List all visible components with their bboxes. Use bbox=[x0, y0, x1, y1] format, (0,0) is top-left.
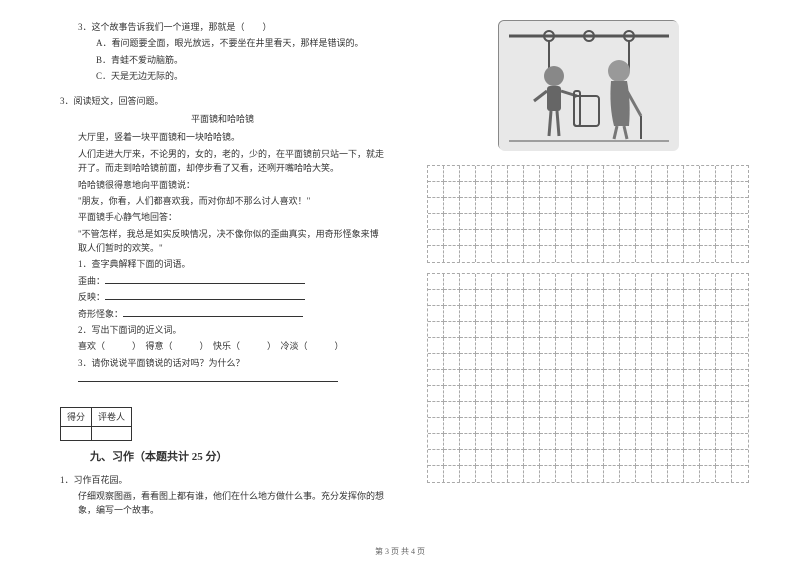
illustration-bus-scene bbox=[498, 20, 678, 150]
word2: 反映： bbox=[60, 290, 385, 304]
passage-p2: 人们走进大厅来，不论男的，女的，老的，少的，在平面镜前只站一下，就走开了。而走到… bbox=[60, 147, 385, 176]
reading-header: 3．阅读短文，回答问题。 bbox=[60, 94, 385, 108]
q3-option-a: A．看问题要全面，眼光放远，不要坐在井里看天，那样是错误的。 bbox=[60, 36, 385, 50]
passage-p4: "朋友，你看，人们都喜欢我，而对你却不那么讨人喜欢！" bbox=[60, 194, 385, 208]
section-header: 得分 评卷人 bbox=[60, 407, 385, 441]
sub-q1: 1．查字典解释下面的词语。 bbox=[60, 257, 385, 271]
writing-grid-top bbox=[427, 165, 749, 263]
left-column: 3．这个故事告诉我们一个道理，那就是（ ） A．看问题要全面，眼光放远，不要坐在… bbox=[0, 0, 400, 565]
word3: 奇形怪象： bbox=[60, 307, 385, 321]
score-label: 得分 bbox=[61, 407, 92, 426]
page-footer: 第 3 页 共 4 页 bbox=[0, 546, 800, 557]
passage-p3: 哈哈镜很得意地向平面镜说： bbox=[60, 178, 385, 192]
composition-body: 仔细观察图画，看看图上都有谁，他们在什么地方做什么事。充分发挥你的想象，编写一个… bbox=[60, 489, 385, 518]
bus-scene-svg bbox=[499, 21, 679, 151]
right-column bbox=[400, 0, 800, 565]
passage-p1: 大厅里，竖着一块平面镜和一块哈哈镜。 bbox=[60, 130, 385, 144]
q3-option-c: C．天是无边无际的。 bbox=[60, 69, 385, 83]
reviewer-label: 评卷人 bbox=[92, 407, 132, 426]
q3-option-b: B．青蛙不爱动脑筋。 bbox=[60, 53, 385, 67]
writing-grid-bottom bbox=[427, 273, 749, 483]
passage-p5: 平面镜手心静气地回答： bbox=[60, 210, 385, 224]
q3-main: 3．这个故事告诉我们一个道理，那就是（ ） bbox=[60, 20, 385, 34]
section-nine-title: 九、习作（本题共计 25 分） bbox=[90, 449, 385, 467]
score-box: 得分 评卷人 bbox=[60, 407, 132, 441]
passage-p6: "不管怎样，我总是如实反映情况，决不像你似的歪曲真实，用奇形怪象来博取人们暂时的… bbox=[60, 227, 385, 256]
sub-q3: 3．请你说说平面镜说的话对吗？为什么？ bbox=[60, 356, 385, 370]
passage-title: 平面镜和哈哈镜 bbox=[60, 112, 385, 126]
word1: 歪曲： bbox=[60, 274, 385, 288]
antonyms-line: 喜欢（ ） 得意（ ） 快乐（ ） 冷淡（ ） bbox=[60, 339, 385, 353]
composition-head: 1．习作百花园。 bbox=[60, 473, 385, 487]
sub-q2: 2．写出下面词的近义词。 bbox=[60, 323, 385, 337]
answer-line bbox=[60, 372, 385, 386]
